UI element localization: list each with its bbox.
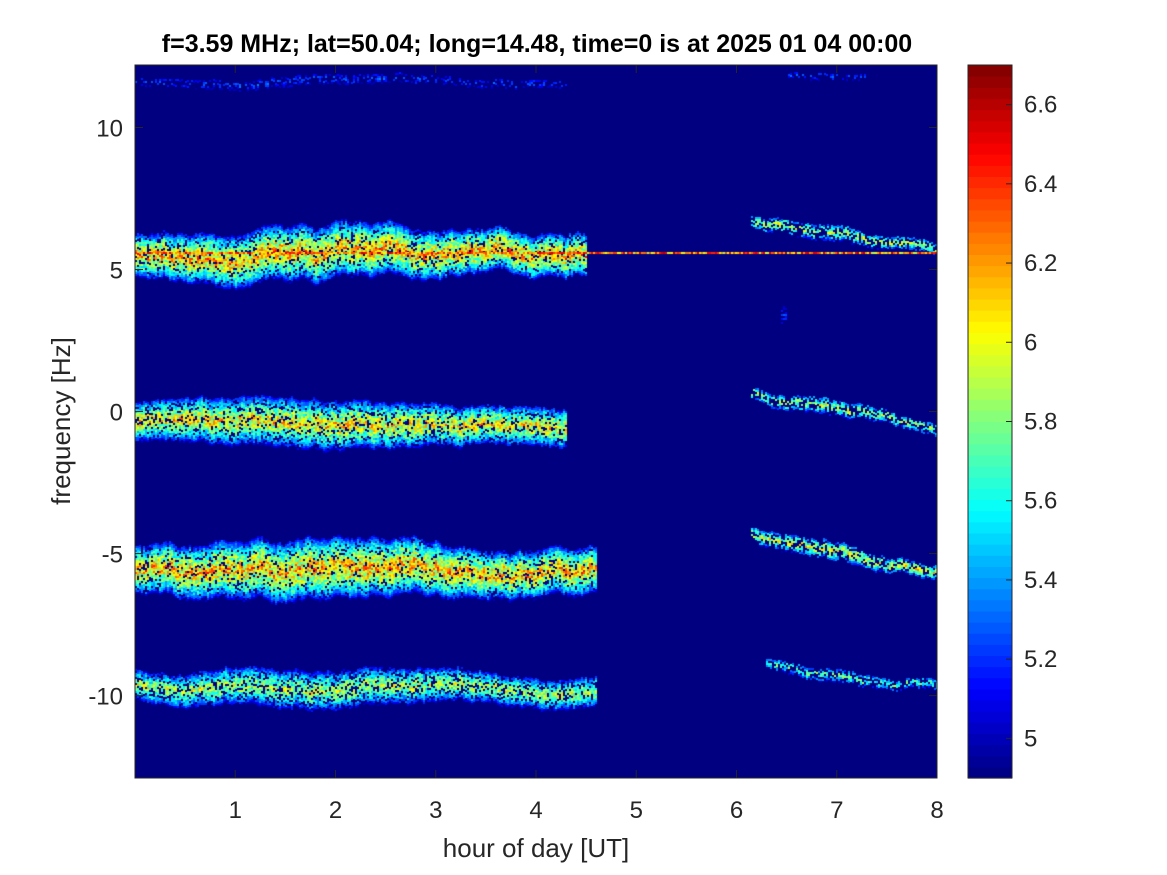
colorbar-segment [968, 733, 1012, 746]
colorbar-tick-label: 6.2 [1024, 250, 1057, 277]
colorbar-segment [968, 332, 1012, 345]
colorbar-segment [968, 76, 1012, 88]
colorbar-segment [968, 120, 1012, 133]
colorbar-segment [968, 655, 1012, 668]
colorbar-segment [968, 142, 1012, 155]
colorbar-segment [968, 599, 1012, 612]
colorbar-ticks: 5 5.2 5.4 5.6 5.8 6 6.2 6.4 6.6 [1006, 92, 1057, 752]
colorbar-segment [968, 532, 1012, 545]
colorbar-segment [968, 265, 1012, 278]
colorbar-segment [968, 454, 1012, 467]
y-tick-label: 5 [110, 258, 123, 285]
colorbar-segment [968, 466, 1012, 478]
colorbar-segment [968, 154, 1012, 166]
colorbar-segment [968, 198, 1012, 211]
colorbar-gradient [968, 65, 1012, 779]
x-axis-ticks: 1 2 3 4 5 6 7 8 [229, 65, 944, 824]
colorbar-tick-label: 5.4 [1024, 567, 1057, 594]
y-tick-label: 10 [96, 115, 123, 142]
colorbar-segment [968, 722, 1012, 735]
x-tick-label: 5 [630, 797, 643, 824]
colorbar-segment [968, 254, 1012, 267]
plot-area [134, 64, 938, 779]
colorbar-segment [968, 321, 1012, 333]
colorbar-segment [968, 622, 1012, 634]
x-axis-label: hour of day [UT] [443, 833, 629, 863]
colorbar-segment [968, 98, 1012, 111]
colorbar-segment [968, 744, 1012, 757]
colorbar-segment [968, 755, 1012, 768]
colorbar-tick-label: 5.8 [1024, 409, 1057, 436]
chart-title: f=3.59 MHz; lat=50.04; long=14.48, time=… [162, 30, 912, 58]
colorbar-segment [968, 220, 1012, 233]
colorbar-segment [968, 688, 1012, 701]
colorbar-segment [968, 298, 1012, 311]
x-tick-label: 4 [529, 797, 542, 824]
x-tick-label: 6 [730, 797, 743, 824]
colorbar-segment [968, 376, 1012, 389]
colorbar: 5 5.2 5.4 5.6 5.8 6 6.2 6.4 6.6 [967, 64, 1057, 779]
colorbar-segment [968, 666, 1012, 679]
x-tick-label: 8 [930, 797, 943, 824]
colorbar-tick-label: 5.2 [1024, 646, 1057, 673]
y-tick-label: 0 [110, 400, 123, 427]
colorbar-tick-label: 5.6 [1024, 488, 1057, 515]
colorbar-segment [968, 766, 1012, 779]
colorbar-segment [968, 700, 1012, 712]
colorbar-tick-label: 6.6 [1024, 92, 1057, 119]
colorbar-segment [968, 232, 1012, 244]
colorbar-segment [968, 488, 1012, 501]
colorbar-segment [968, 499, 1012, 512]
colorbar-segment [968, 610, 1012, 623]
colorbar-segment [968, 633, 1012, 645]
colorbar-segment [968, 510, 1012, 523]
y-tick-label: -10 [88, 684, 123, 711]
colorbar-segment [968, 276, 1012, 289]
colorbar-segment [968, 410, 1012, 423]
y-axis-label: frequency [Hz] [46, 337, 76, 505]
colorbar-segment [968, 109, 1012, 122]
colorbar-segment [968, 421, 1012, 434]
colorbar-tick-label: 6.4 [1024, 171, 1057, 198]
colorbar-segment [968, 176, 1012, 189]
colorbar-tick-label: 6 [1024, 329, 1037, 356]
colorbar-segment [968, 544, 1012, 556]
colorbar-segment [968, 287, 1012, 300]
spectrogram-heatmap [135, 65, 937, 778]
colorbar-segment [968, 354, 1012, 367]
colorbar-segment [968, 588, 1012, 601]
colorbar-segment [968, 521, 1012, 534]
colorbar-segment [968, 65, 1012, 77]
colorbar-segment [968, 477, 1012, 489]
colorbar-segment [968, 644, 1012, 657]
y-tick-label: -5 [102, 542, 123, 569]
colorbar-segment [968, 711, 1012, 723]
colorbar-segment [968, 577, 1012, 590]
colorbar-segment [968, 243, 1012, 255]
colorbar-segment [968, 677, 1012, 690]
colorbar-tick-label: 5 [1024, 725, 1037, 752]
colorbar-segment [968, 165, 1012, 178]
colorbar-segment [968, 432, 1012, 445]
colorbar-segment [968, 187, 1012, 200]
colorbar-segment [968, 343, 1012, 356]
colorbar-segment [968, 131, 1012, 144]
x-tick-label: 7 [830, 797, 843, 824]
colorbar-segment [968, 310, 1012, 322]
colorbar-segment [968, 365, 1012, 378]
colorbar-segment [968, 566, 1012, 579]
colorbar-segment [968, 87, 1012, 100]
colorbar-segment [968, 388, 1012, 400]
x-tick-label: 3 [429, 797, 442, 824]
y-axis-ticks: -10 -5 0 5 10 [88, 115, 937, 711]
colorbar-segment [968, 399, 1012, 411]
x-tick-label: 1 [229, 797, 242, 824]
colorbar-segment [968, 555, 1012, 567]
colorbar-segment [968, 443, 1012, 456]
x-tick-label: 2 [329, 797, 342, 824]
colorbar-segment [968, 209, 1012, 222]
